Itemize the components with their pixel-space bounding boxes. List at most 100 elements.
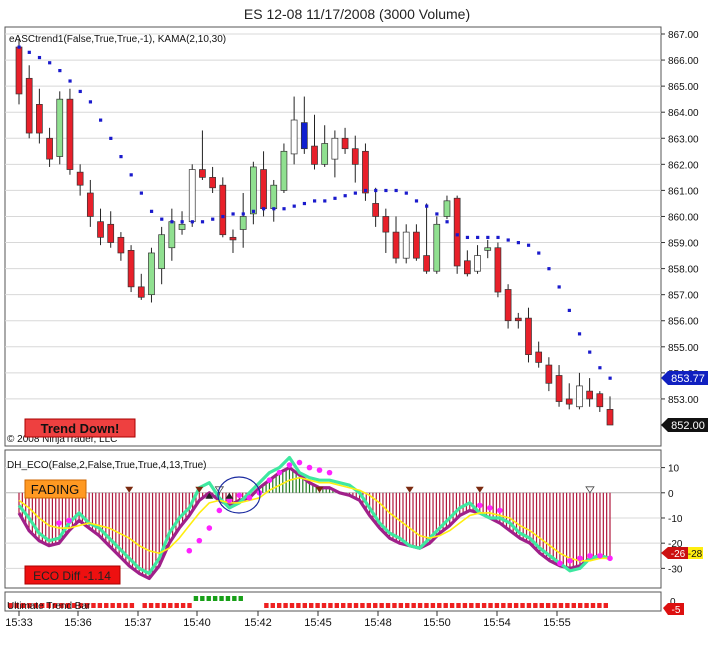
trend-down-bar [97,603,103,608]
kama-dot [129,173,133,177]
trend-down-bar [392,603,397,608]
candle [331,130,339,178]
candle [565,383,573,410]
up-candle-body [250,166,257,215]
kama-dot [231,212,235,216]
trend-down-bar [443,603,448,608]
price-tick-label: 866.00 [668,56,699,67]
down-candle-body [66,98,74,170]
trend-down-bar [283,603,288,608]
eco-dot [216,507,223,514]
down-candle-body [504,289,512,322]
candle [596,391,604,412]
trend-down-bar [123,603,128,608]
kama-dot [363,188,368,193]
eco-dot [597,552,603,559]
eco-dot [266,477,273,483]
time-tick-label: 15:48 [364,617,392,629]
time-tick-label: 15:42 [244,617,272,629]
kama-dot [435,212,439,216]
down-candle-body [535,351,543,363]
down-candle-body [362,150,369,194]
kama-dot [486,235,490,240]
kama-dot [567,308,571,313]
kama-dot [17,45,21,49]
trend-down-bar [328,603,333,608]
trend-down-bar [405,603,410,608]
eco-cross-marker [195,486,204,493]
kama-dot [68,79,72,83]
eco-dot [316,467,323,473]
candle [463,250,471,277]
down-candle-body [606,409,614,426]
trend-down-bar [91,603,96,608]
trend-down-bar [20,603,26,608]
candle [56,91,64,165]
trend-down-bar [411,603,416,608]
time-tick-label: 15:36 [64,617,92,629]
trend-down-bar [40,603,45,608]
eco-slow-line [17,465,611,581]
down-candle-body [46,137,53,160]
eco-dot [276,469,283,476]
chart-title: ES 12-08 11/17/2008 (3000 Volume) [244,6,470,22]
candle [117,232,125,261]
up-candle-body [158,234,166,269]
trend-down-bar [52,603,58,608]
kama-dot [455,233,459,237]
kama-dot [374,188,378,193]
kama-dot [200,220,205,224]
candle [351,135,359,183]
candle [535,341,543,368]
kama-dot [190,220,194,224]
trend-down-bar [584,603,589,608]
down-candle-body [392,231,400,259]
kama-dot [476,235,480,240]
trend-down-bar [187,603,192,608]
kama-dot [58,68,62,73]
price-tick-label: 863.00 [668,134,699,145]
candle [239,193,247,248]
candle [311,114,318,170]
candle [504,284,512,329]
kama-dot [323,199,327,203]
trend-down-bar [590,603,596,608]
eco-fast-line [17,455,611,576]
down-candle-body [137,286,145,298]
candle [209,166,216,194]
kama-dot [27,50,31,54]
kama-dot [37,55,42,60]
trend-down-bar [494,603,500,608]
eco-tick-label: -10 [668,514,683,525]
eco-dot [607,555,613,562]
down-candle-body [545,364,553,384]
trend-axis-zero: 0 [670,597,676,608]
kama-dot [414,199,419,203]
trend-down-bar [180,603,186,608]
eco-value-marker-a [661,547,688,559]
last-price-label: 852.00 [671,420,705,432]
trend-down-bar [469,603,474,608]
eco-dot [486,505,493,511]
eco-dot [577,555,583,562]
eco-diff-badge-box [24,565,121,585]
candle [86,179,94,227]
down-candle-body [229,236,237,241]
trend-down-bar [373,603,378,608]
eco-dot [206,525,213,531]
trend-down-bar [315,603,320,608]
down-candle-body [382,216,390,233]
kama-dot [139,191,143,195]
trend-down-bar [309,603,314,608]
eco-cross-marker [225,492,234,499]
trend-down-bar [430,603,436,608]
trend-down-bar [597,603,602,608]
eco-cross-marker [405,486,414,493]
trend-down-bar [449,603,455,608]
time-tick-label: 15:45 [304,617,332,629]
trend-down-bar [533,603,538,608]
eco-cross-marker [475,486,484,493]
candle [341,127,349,154]
eco-cross-marker [205,492,214,499]
